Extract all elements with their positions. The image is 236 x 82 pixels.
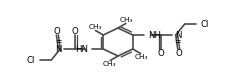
- Text: NH: NH: [148, 31, 161, 40]
- Text: O: O: [175, 48, 182, 57]
- Text: =: =: [55, 37, 61, 46]
- Text: CH₃: CH₃: [120, 17, 133, 23]
- Text: O: O: [72, 26, 79, 36]
- Text: HN: HN: [75, 45, 88, 54]
- Text: Cl: Cl: [201, 20, 209, 29]
- Text: O: O: [54, 26, 61, 36]
- Text: CH₃: CH₃: [88, 24, 102, 30]
- Text: Cl: Cl: [27, 56, 35, 65]
- Text: O: O: [157, 48, 164, 57]
- Text: CH₃: CH₃: [103, 61, 116, 67]
- Text: N: N: [55, 45, 61, 54]
- Text: N: N: [175, 31, 181, 40]
- Text: CH₃: CH₃: [134, 54, 148, 60]
- Text: =: =: [175, 37, 181, 46]
